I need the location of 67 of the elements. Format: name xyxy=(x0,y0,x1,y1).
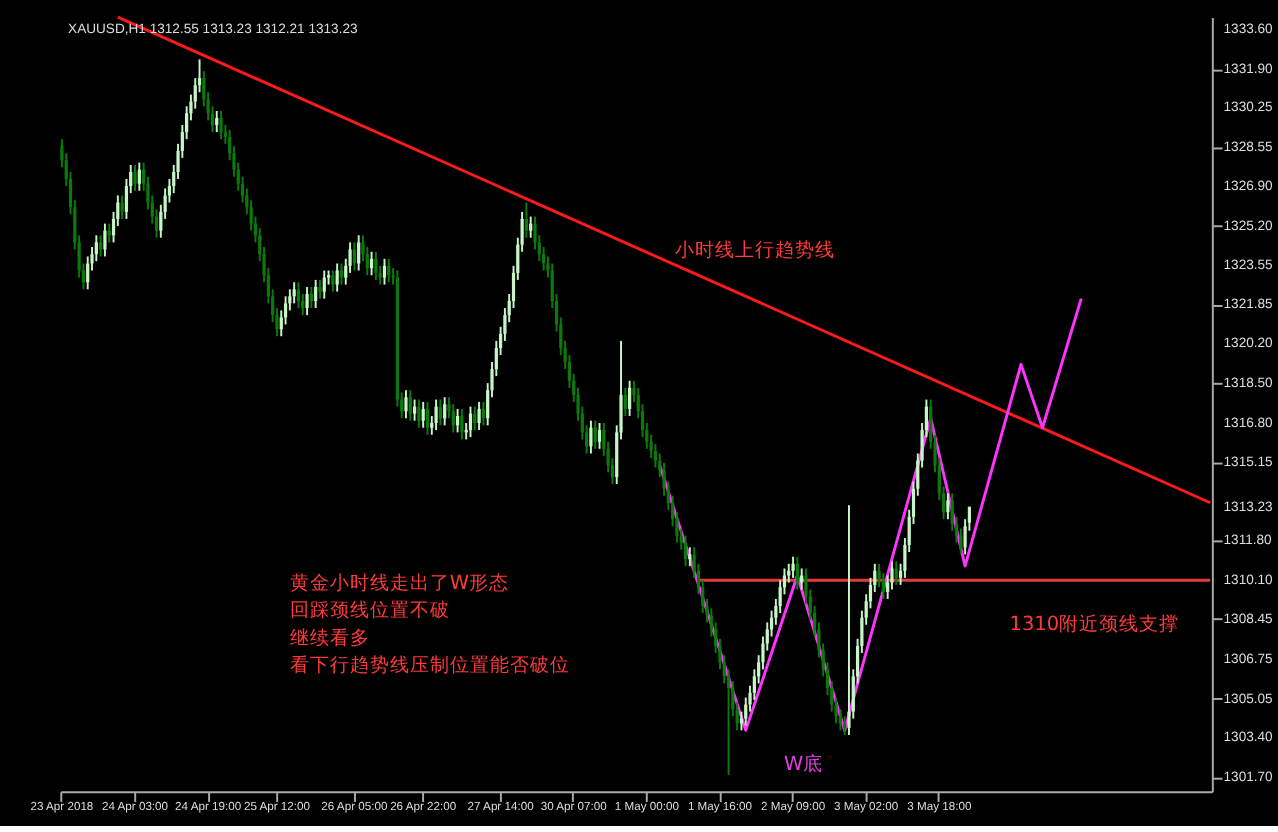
candlestick xyxy=(455,407,460,434)
candlestick xyxy=(847,504,851,737)
candlestick xyxy=(103,222,107,258)
candlestick xyxy=(296,281,301,310)
annotation: W底 xyxy=(783,751,824,776)
candlestick xyxy=(425,400,430,436)
candlestick xyxy=(292,281,296,305)
candlestick xyxy=(94,234,98,263)
candlestick xyxy=(468,405,473,439)
annotation: 看下行趋势线压制位置能否破位 xyxy=(289,652,570,677)
candlestick xyxy=(86,255,90,291)
candlestick xyxy=(597,422,602,450)
candlestick xyxy=(352,241,356,272)
annotation: 1310附近颈线支撑 xyxy=(1009,611,1180,636)
candlestick xyxy=(524,201,529,239)
candlestick xyxy=(120,194,124,220)
candlestick xyxy=(434,398,438,432)
candlestick xyxy=(460,407,464,441)
annotation: 回踩颈线位置不破 xyxy=(289,598,450,623)
candlestick xyxy=(688,546,692,568)
candlestick xyxy=(589,419,593,455)
candlestick xyxy=(417,398,421,429)
annotation: 继续看多 xyxy=(289,625,370,650)
candlestick xyxy=(99,234,103,258)
candlestick xyxy=(133,163,137,192)
candlestick xyxy=(795,555,799,591)
candlestick xyxy=(881,572,885,600)
candlestick xyxy=(369,250,374,277)
candlestick xyxy=(331,269,335,293)
candlestick xyxy=(443,396,447,427)
candlestick xyxy=(137,161,141,192)
candlestick xyxy=(481,400,486,427)
candlestick xyxy=(800,567,804,591)
candlestick xyxy=(357,234,361,272)
candlestick xyxy=(305,285,309,317)
candlestick xyxy=(219,110,223,141)
candlestick xyxy=(890,560,894,591)
candlestick xyxy=(477,400,481,432)
candlestick xyxy=(451,403,455,434)
candlestick xyxy=(473,405,477,432)
candlestick xyxy=(421,400,425,429)
candlestick xyxy=(374,250,378,281)
candlestick xyxy=(408,389,412,422)
candlestick xyxy=(623,386,627,417)
candlestick xyxy=(593,419,597,450)
candlestick xyxy=(529,215,533,239)
candlestick xyxy=(404,389,408,420)
candlestick xyxy=(314,278,318,310)
candlestick xyxy=(843,715,847,737)
candlestick xyxy=(683,534,688,568)
candlestick xyxy=(412,398,417,422)
candlestick xyxy=(382,257,387,286)
candlestick xyxy=(318,278,322,300)
candlestick xyxy=(628,379,632,417)
candlestick xyxy=(322,269,326,300)
candlestick xyxy=(339,262,344,286)
candlestick xyxy=(894,560,898,586)
annotation: 黄金小时线走出了W形态 xyxy=(289,571,510,596)
candlestick xyxy=(946,492,950,521)
candlestick xyxy=(653,443,658,469)
candlestick xyxy=(791,555,795,579)
line-series xyxy=(658,297,1083,732)
annotation: 小时线上行趋势线 xyxy=(674,238,835,263)
candlestick xyxy=(335,262,339,293)
candlestick xyxy=(215,110,219,134)
candlestick xyxy=(309,285,313,310)
candlestick xyxy=(387,257,391,284)
